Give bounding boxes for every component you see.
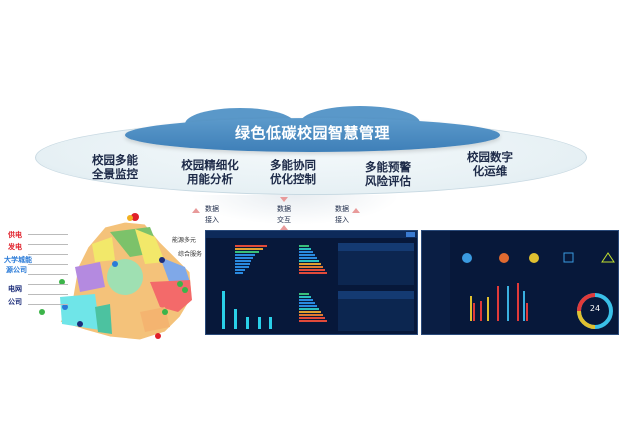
sidebar-tree xyxy=(422,231,450,334)
flow-label: 数据 接入 xyxy=(332,204,352,226)
flow-label: 数据 交互 xyxy=(274,204,294,226)
energy-analysis-dashboard xyxy=(205,230,418,335)
feature-line: 校园多能 xyxy=(92,153,138,167)
legend-lines xyxy=(28,230,68,305)
feature-line: 校园精细化 xyxy=(181,158,239,172)
feature-risk-assessment: 多能预警 风险评估 xyxy=(348,160,428,188)
dashboard-graphic xyxy=(206,231,417,331)
map-zone xyxy=(95,304,112,334)
feature-digital-ops: 校园数字 化运维 xyxy=(450,150,530,178)
flow-line: 接入 xyxy=(205,216,219,224)
funnel-shadow xyxy=(190,195,400,225)
map-zone xyxy=(60,294,100,330)
feature-coordinated-control: 多能协同 优化控制 xyxy=(253,158,333,186)
arrow-up-icon xyxy=(192,208,200,213)
legend-group-label: 公司 xyxy=(8,298,22,306)
campus-map-graphic xyxy=(39,213,193,341)
feature-energy-analysis: 校园精细化 用能分析 xyxy=(170,158,250,186)
digital-ops-dashboard: 24 xyxy=(421,230,619,335)
flow-line: 数据 xyxy=(335,205,349,213)
vertical-bar-chart xyxy=(222,291,272,329)
flow-line: 接入 xyxy=(335,216,349,224)
ranking-bars xyxy=(299,245,327,322)
map-zone xyxy=(160,257,190,284)
legend-group-label: 供电 xyxy=(8,231,22,239)
feature-panoramic-monitoring: 校园多能 全景监控 xyxy=(75,153,155,181)
feature-line: 多能预警 xyxy=(365,160,411,174)
map-zone xyxy=(150,280,192,312)
flow-line: 交互 xyxy=(277,216,291,224)
map-zone xyxy=(75,262,105,292)
grouped-bar-chart xyxy=(470,283,528,321)
legend-group-label: 电网 xyxy=(8,285,22,293)
legend-group-label: 大学城能 xyxy=(4,256,32,264)
title-cloud xyxy=(125,118,500,152)
flow-line: 数据 xyxy=(205,205,219,213)
dashboard-graphic xyxy=(422,231,615,334)
gauge-value: 24 xyxy=(589,304,601,313)
arrow-up-icon xyxy=(352,208,360,213)
flow-line: 数据 xyxy=(277,205,291,213)
map-side-text: 能源多元 xyxy=(172,237,197,244)
flow-label: 数据 接入 xyxy=(202,204,222,226)
horizontal-bar-chart xyxy=(235,245,267,274)
feature-line: 化运维 xyxy=(472,164,508,178)
feature-line: 校园数字 xyxy=(467,150,513,164)
arrow-up-icon xyxy=(280,225,288,230)
feature-line: 风险评估 xyxy=(365,174,411,188)
map-center xyxy=(107,259,143,295)
arrow-down-icon xyxy=(280,197,288,202)
diagram-title: 绿色低碳校园智慧管理 xyxy=(234,124,390,142)
map-side-text: 综合服务 xyxy=(178,251,203,258)
feature-line: 优化控制 xyxy=(270,172,316,186)
feature-line: 全景监控 xyxy=(92,167,138,181)
legend-group-label: 源公司 xyxy=(6,266,27,274)
legend-group-label: 发电 xyxy=(8,243,22,251)
map-zone xyxy=(92,237,115,262)
map-zone xyxy=(135,229,165,264)
feature-line: 用能分析 xyxy=(187,172,233,186)
feature-line: 多能协同 xyxy=(270,158,316,172)
campus-map: 供电 发电 大学城能 源公司 电网 公司 能源多元 综合服务 xyxy=(0,212,205,344)
